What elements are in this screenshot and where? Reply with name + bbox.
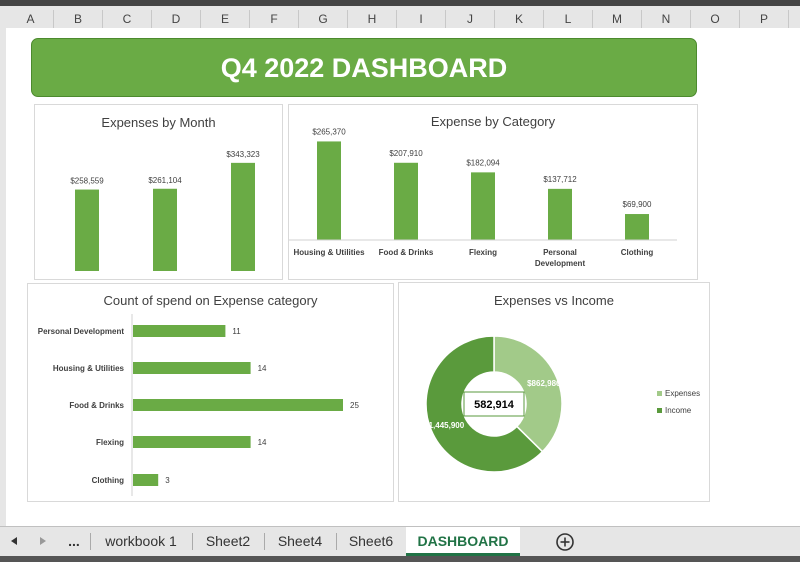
column-header-k[interactable]: K	[495, 10, 544, 28]
center-label: 582,914	[474, 399, 515, 411]
column-header-e[interactable]: E	[201, 10, 250, 28]
column-header-h[interactable]: H	[348, 10, 397, 28]
data-label: $69,900	[623, 200, 652, 209]
column-header-j[interactable]: J	[446, 10, 495, 28]
tab-separator	[90, 533, 91, 550]
bar	[133, 362, 251, 374]
slice-label: $862,986	[527, 379, 561, 388]
data-label: $265,370	[312, 127, 346, 136]
tab-sheet6[interactable]: Sheet6	[348, 533, 394, 549]
data-label: $258,559	[70, 177, 104, 186]
data-label: 3	[165, 476, 170, 485]
tab-overflow[interactable]: ...	[68, 533, 80, 549]
tab-sheet2[interactable]: Sheet2	[205, 533, 251, 549]
category-label: Flexing	[469, 248, 497, 257]
window-bottom-edge	[0, 556, 800, 562]
data-label: 25	[350, 401, 359, 410]
data-label: $261,104	[148, 176, 182, 185]
data-label: $343,323	[226, 150, 260, 159]
window-top-edge	[0, 0, 800, 6]
category-label: Personal Development	[535, 248, 586, 268]
column-header-l[interactable]: L	[544, 10, 593, 28]
bar	[471, 172, 495, 240]
category-label: Housing & Utilities	[293, 248, 365, 257]
plus-circle-icon[interactable]	[555, 532, 575, 552]
chart-title: Expense by Category	[430, 114, 556, 129]
bar	[133, 436, 251, 448]
legend-swatch	[657, 391, 662, 396]
column-header-m[interactable]: M	[593, 10, 642, 28]
bar	[153, 188, 177, 271]
category-label: Food & Drinks	[69, 401, 124, 410]
data-label: $137,712	[543, 175, 577, 184]
column-header-i[interactable]: I	[397, 10, 446, 28]
column-header-o[interactable]: O	[691, 10, 740, 28]
column-header-b[interactable]: B	[54, 10, 103, 28]
slice-label: $1,445,900	[424, 421, 465, 430]
tab-separator	[192, 533, 193, 550]
category-label: Personal Development	[38, 327, 125, 336]
tab-workbook-1[interactable]: workbook 1	[105, 533, 177, 549]
legend-entry: Income	[665, 406, 692, 415]
triangle-left-icon[interactable]	[9, 536, 19, 546]
slice-expenses	[493, 335, 563, 453]
tab-separator	[264, 533, 265, 550]
bar	[75, 189, 99, 271]
category-label: Housing & Utilities	[53, 364, 125, 373]
data-label: 14	[258, 438, 267, 447]
expenses-vs-income-plot: $862,986 $1,445,900 582,914 Expenses Income	[424, 335, 700, 473]
bar	[394, 162, 418, 240]
dashboard-title[interactable]: Q4 2022 DASHBOARD	[31, 38, 697, 97]
center-box	[463, 391, 525, 417]
chart-expenses-by-month[interactable]: Expenses by Month $258,559 $261,104 $343,3…	[34, 104, 283, 280]
category-label: Food & Drinks	[379, 248, 434, 257]
category-label: Flexing	[96, 438, 124, 447]
chart-expense-by-category[interactable]: Expense by Category $265,370 $207,910 $182…	[288, 104, 698, 280]
bar	[317, 141, 341, 240]
data-label: 11	[232, 327, 241, 336]
bar	[548, 188, 572, 240]
chart-title: Expenses vs Income	[494, 293, 614, 308]
legend-swatch	[657, 408, 662, 413]
slice-income	[425, 335, 544, 473]
tab-separator	[336, 533, 337, 550]
chart-title: Expenses by Month	[101, 115, 216, 130]
expense-by-category-plot: $265,370 $207,910 $182,094 $137,712 $69,900 H…	[289, 127, 677, 268]
bar	[231, 162, 255, 271]
data-label: $182,094	[466, 158, 500, 167]
bar	[133, 474, 159, 486]
data-label: $207,910	[389, 149, 423, 158]
bar	[133, 325, 226, 337]
tab-dashboard[interactable]: DASHBOARD	[406, 527, 520, 556]
expenses-by-month-plot: $258,559 $261,104 $343,323	[70, 150, 260, 271]
count-of-spend-plot: 11 Personal Development 14 Housing & Utilit…	[38, 314, 359, 496]
category-label: Clothing	[621, 248, 654, 257]
legend-entry: Expenses	[665, 389, 700, 398]
column-header-g[interactable]: G	[299, 10, 348, 28]
sheet-tab-bar: ... workbook 1 Sheet2 Sheet4 Sheet6 DASH…	[0, 526, 800, 562]
column-header-c[interactable]: C	[103, 10, 152, 28]
column-header-p[interactable]: P	[740, 10, 789, 28]
column-header-n[interactable]: N	[642, 10, 691, 28]
data-label: 14	[258, 364, 267, 373]
column-header-d[interactable]: D	[152, 10, 201, 28]
triangle-right-icon[interactable]	[38, 536, 48, 546]
chart-title: Count of spend on Expense category	[103, 293, 318, 308]
chart-count-of-spend[interactable]: Count of spend on Expense category 11 Per…	[27, 283, 394, 502]
column-header-f[interactable]: F	[250, 10, 299, 28]
bar	[625, 214, 649, 240]
category-label: Clothing	[92, 476, 125, 485]
bar	[133, 399, 343, 411]
column-header-a[interactable]: A	[8, 10, 54, 28]
chart-expenses-vs-income[interactable]: Expenses vs Income $862,986 $1,445,900 582…	[398, 282, 710, 502]
tab-sheet4[interactable]: Sheet4	[277, 533, 323, 549]
